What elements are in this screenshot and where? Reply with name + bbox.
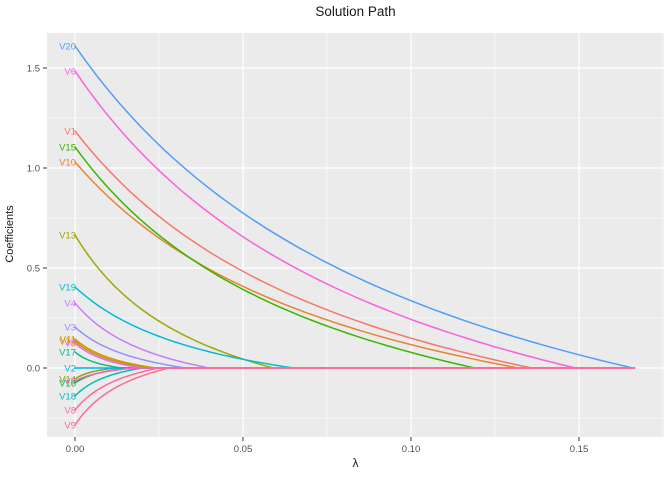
series-label-V1: V1 xyxy=(64,127,76,138)
series-label-V12: V12 xyxy=(59,337,76,348)
page-title: Solution Path xyxy=(315,4,396,19)
series-line-V6 xyxy=(74,70,636,369)
series-line-V9 xyxy=(74,367,636,426)
series-line-V17 xyxy=(74,351,636,369)
series-label-V3: V3 xyxy=(64,323,76,334)
series-label-V6: V6 xyxy=(64,67,76,78)
series-label-V15: V15 xyxy=(59,143,76,154)
series-label-V18: V18 xyxy=(59,392,76,403)
series-label-V9: V9 xyxy=(64,421,76,432)
series-line-V11 xyxy=(74,338,636,369)
series-label-V5: V5 xyxy=(64,339,76,350)
y-tick-label: 1.5 xyxy=(27,64,40,75)
series-label-V7: V7 xyxy=(64,377,76,388)
series-label-V19: V19 xyxy=(59,283,76,294)
series-line-V4 xyxy=(74,302,636,369)
series-label-V20: V20 xyxy=(59,42,76,53)
series-label-V13: V13 xyxy=(59,231,76,242)
series-line-V8 xyxy=(74,367,636,411)
series-line-V5 xyxy=(74,342,636,369)
x-tick-label: 0.10 xyxy=(402,444,421,455)
series-line-V7 xyxy=(74,367,636,382)
y-tick-label: 0.5 xyxy=(27,264,40,275)
series-label-V17: V17 xyxy=(59,348,76,359)
series-label-V10: V10 xyxy=(59,158,76,169)
series-line-V15 xyxy=(74,146,636,369)
x-tick-label: 0.05 xyxy=(234,444,253,455)
series-label-V14: V14 xyxy=(59,375,76,386)
series-label-V11: V11 xyxy=(60,335,76,346)
y-tick-label: 0.0 xyxy=(27,364,40,375)
series-label-V8: V8 xyxy=(64,406,76,417)
series-line-V10 xyxy=(74,161,636,369)
series-label-V4: V4 xyxy=(64,299,76,310)
x-axis-label: λ xyxy=(352,456,359,470)
series-line-V18 xyxy=(74,367,636,397)
x-tick-label: 0.00 xyxy=(66,444,85,455)
series-line-V1 xyxy=(74,130,636,369)
series-label-V2: V2 xyxy=(64,364,76,375)
series-line-V19 xyxy=(74,286,636,369)
y-tick-label: 1.0 xyxy=(27,164,40,175)
x-tick-label: 0.15 xyxy=(570,444,589,455)
series-line-V3 xyxy=(74,326,636,369)
series-label-V16: V16 xyxy=(59,379,76,390)
series-line-V12 xyxy=(74,340,636,369)
series-line-V20 xyxy=(74,45,636,369)
